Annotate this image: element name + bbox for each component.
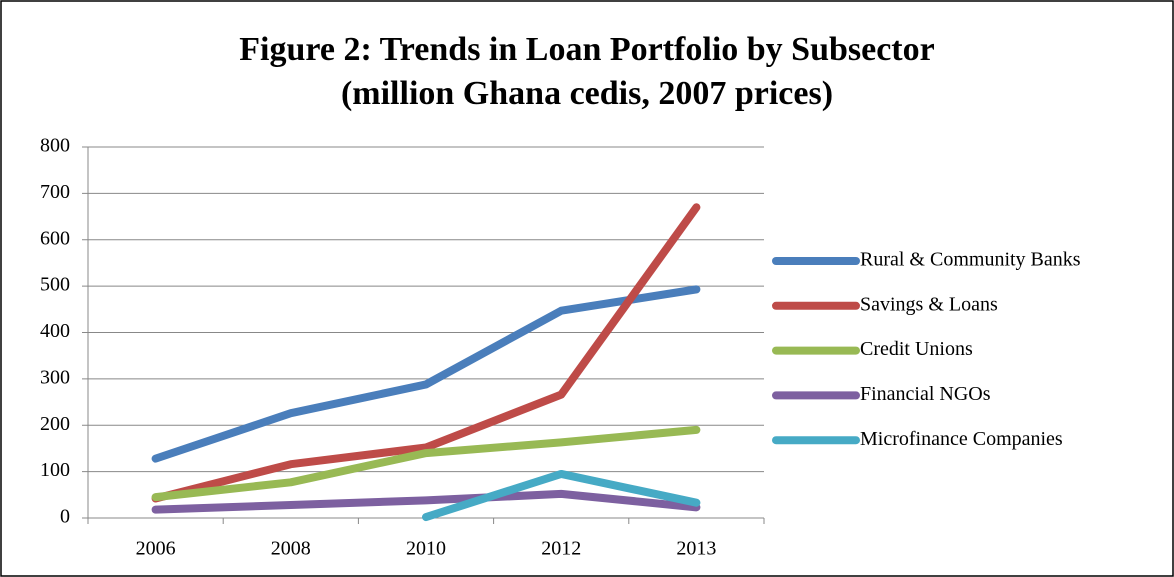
x-tick-label: 2012 xyxy=(541,538,581,560)
x-tick-label: 2010 xyxy=(406,538,446,560)
y-tick-label: 800 xyxy=(40,135,70,157)
y-tick-label: 400 xyxy=(40,320,70,342)
legend-label: Microfinance Companies xyxy=(860,428,1063,450)
chart-title: Figure 2: Trends in Loan Portfolio by Su… xyxy=(239,31,934,68)
x-tick-label: 2006 xyxy=(136,538,176,560)
y-tick-label: 300 xyxy=(40,366,70,388)
series-line xyxy=(151,203,701,503)
legend-label: Rural & Community Banks xyxy=(860,249,1081,271)
y-tick-label: 0 xyxy=(60,506,70,528)
y-tick-label: 200 xyxy=(40,413,70,435)
series-line xyxy=(422,469,701,522)
y-tick-label: 500 xyxy=(40,274,70,296)
legend-label: Savings & Loans xyxy=(860,293,998,315)
x-tick-label: 2008 xyxy=(271,538,311,560)
legend-label: Financial NGOs xyxy=(860,383,991,405)
chart-title: (million Ghana cedis, 2007 prices) xyxy=(341,75,833,112)
y-tick-label: 600 xyxy=(40,227,70,249)
x-tick-label: 2013 xyxy=(676,538,716,560)
series-line xyxy=(151,285,701,463)
series-line xyxy=(151,489,701,514)
y-tick-label: 100 xyxy=(40,459,70,481)
y-tick-label: 700 xyxy=(40,181,70,203)
series-line xyxy=(151,425,701,502)
legend-label: Credit Unions xyxy=(860,338,973,360)
